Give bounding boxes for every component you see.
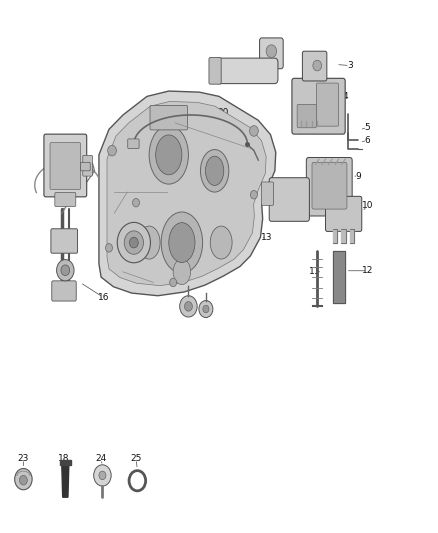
Text: 10: 10 xyxy=(362,201,373,210)
Text: 20: 20 xyxy=(218,108,229,117)
Text: 4: 4 xyxy=(343,92,349,101)
Text: 14: 14 xyxy=(200,306,212,316)
Circle shape xyxy=(313,60,321,71)
Ellipse shape xyxy=(149,126,188,184)
Text: 9: 9 xyxy=(356,172,362,181)
Ellipse shape xyxy=(173,259,191,285)
Circle shape xyxy=(99,471,106,480)
FancyBboxPatch shape xyxy=(297,104,316,128)
Circle shape xyxy=(57,260,74,281)
Text: 2: 2 xyxy=(229,66,235,74)
FancyBboxPatch shape xyxy=(214,58,278,84)
FancyBboxPatch shape xyxy=(292,78,345,134)
FancyBboxPatch shape xyxy=(83,156,92,176)
Circle shape xyxy=(94,465,111,486)
Text: 19: 19 xyxy=(178,130,190,139)
FancyBboxPatch shape xyxy=(316,83,339,126)
Circle shape xyxy=(130,237,138,248)
Ellipse shape xyxy=(161,212,203,273)
Text: 3: 3 xyxy=(347,61,353,70)
Circle shape xyxy=(251,190,258,199)
FancyBboxPatch shape xyxy=(261,182,274,205)
Text: 15: 15 xyxy=(113,249,124,259)
Circle shape xyxy=(106,244,113,252)
Text: 18: 18 xyxy=(58,455,70,463)
Circle shape xyxy=(61,265,70,276)
FancyBboxPatch shape xyxy=(312,163,347,209)
Circle shape xyxy=(250,126,258,136)
Ellipse shape xyxy=(201,150,229,192)
Text: 23: 23 xyxy=(18,455,29,463)
Text: 24: 24 xyxy=(95,455,107,463)
Polygon shape xyxy=(99,91,276,296)
Circle shape xyxy=(199,301,213,318)
Ellipse shape xyxy=(169,223,195,263)
Text: 16: 16 xyxy=(98,293,109,302)
FancyBboxPatch shape xyxy=(51,229,78,253)
Circle shape xyxy=(170,278,177,287)
Ellipse shape xyxy=(210,226,232,259)
Text: 8: 8 xyxy=(290,181,296,190)
Ellipse shape xyxy=(155,135,182,175)
FancyBboxPatch shape xyxy=(55,192,76,206)
Ellipse shape xyxy=(205,156,224,185)
Circle shape xyxy=(117,222,150,263)
Polygon shape xyxy=(350,229,354,243)
Ellipse shape xyxy=(138,226,160,259)
Text: 12: 12 xyxy=(362,266,373,275)
Circle shape xyxy=(19,475,27,485)
Text: 1: 1 xyxy=(277,40,283,49)
Circle shape xyxy=(180,296,197,317)
FancyBboxPatch shape xyxy=(325,196,362,231)
FancyBboxPatch shape xyxy=(306,158,352,216)
Circle shape xyxy=(108,146,117,156)
Polygon shape xyxy=(62,465,69,497)
FancyBboxPatch shape xyxy=(209,58,221,84)
Polygon shape xyxy=(332,229,337,243)
Circle shape xyxy=(14,469,32,490)
FancyBboxPatch shape xyxy=(52,281,76,301)
Text: 13: 13 xyxy=(261,233,273,243)
Text: 11: 11 xyxy=(309,268,321,276)
Polygon shape xyxy=(60,460,71,465)
Polygon shape xyxy=(333,251,345,303)
FancyBboxPatch shape xyxy=(302,51,327,81)
Text: 5: 5 xyxy=(364,123,370,132)
FancyBboxPatch shape xyxy=(269,177,309,221)
Polygon shape xyxy=(107,101,266,286)
Circle shape xyxy=(133,198,140,207)
Circle shape xyxy=(124,231,144,254)
FancyBboxPatch shape xyxy=(260,38,283,69)
Circle shape xyxy=(184,302,192,311)
Polygon shape xyxy=(341,229,346,243)
Text: 6: 6 xyxy=(364,136,370,145)
Text: 21: 21 xyxy=(60,152,71,161)
Circle shape xyxy=(203,305,209,313)
FancyBboxPatch shape xyxy=(150,106,187,130)
FancyBboxPatch shape xyxy=(50,143,81,189)
Text: 25: 25 xyxy=(131,455,142,463)
FancyBboxPatch shape xyxy=(44,134,87,197)
Circle shape xyxy=(266,45,277,58)
FancyBboxPatch shape xyxy=(128,139,139,149)
FancyBboxPatch shape xyxy=(81,163,90,171)
